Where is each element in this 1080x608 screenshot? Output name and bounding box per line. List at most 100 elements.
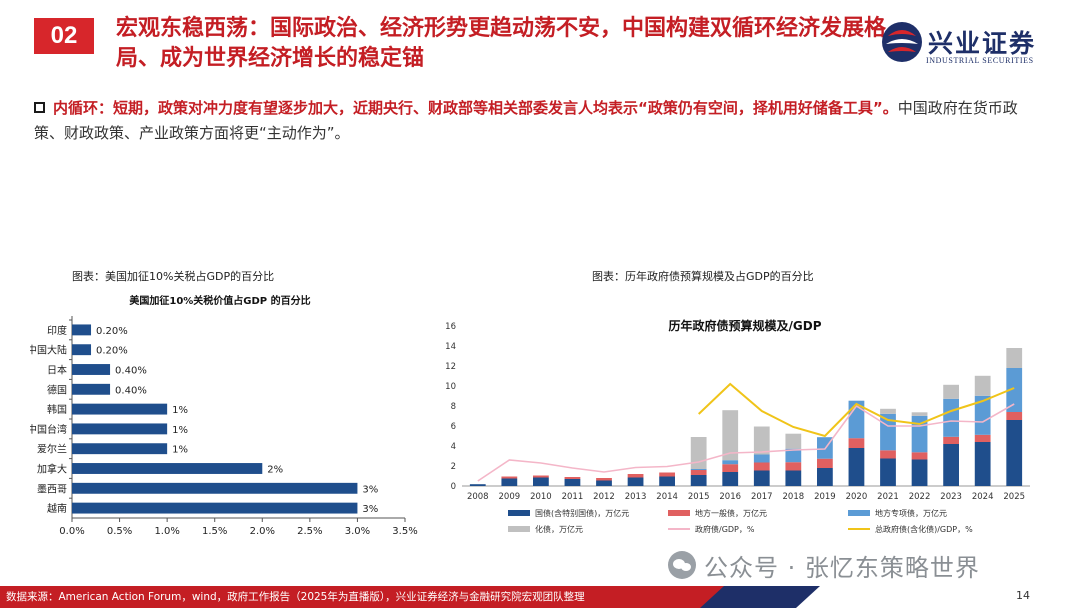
right-stacked-bar-segment [469,484,486,486]
data-source: 数据来源：American Action Forum，wind，政府工作报告（2… [6,591,585,603]
right-stacked-bar-segment [880,458,896,486]
right-stacked-bar-segment [943,444,959,486]
right-stacked-bar-segment [627,474,644,478]
left-bar-value-label: 0.40% [115,385,147,396]
right-stacked-bar-segment [974,375,991,396]
tariff-gdp-bar-chart: 美国加征10%关税价值占GDP 的百分比 0.0% 0.5% 1.0% 1.5% 2.0%… [30,294,418,537]
right-stacked-bar-segment [785,462,802,471]
left-bar [72,324,92,336]
right-stacked-bar-segment [974,395,991,435]
footer-red-bar [0,586,750,608]
watermark-text: 公众号 · 张忆东策略世界 [704,553,980,582]
right-stacked-bar-segment [785,470,802,486]
right-stacked-bar-segment [753,426,770,455]
left-bar [72,344,92,356]
right-series-line [698,382,1015,438]
right-x-tick-label: 2018 [783,492,805,502]
left-bar [72,383,111,395]
right-stacked-bar-segment [722,472,739,486]
right-y-tick-label: 6 [451,422,456,432]
right-x-tick-label: 2011 [562,492,584,502]
right-stacked-bar-segment [848,438,865,448]
logo-text: 兴业证券 [928,29,1037,58]
right-stacked-bar-segment [564,479,581,486]
left-x-tick-label: 1.5% [202,526,227,537]
right-x-tick-label: 2008 [467,492,489,502]
right-x-tick-label: 2023 [940,492,962,502]
right-x-tick-label: 2014 [656,492,678,502]
left-x-tick-label: 3.5% [392,526,417,537]
bullet-strong-text: 内循环：短期，政策对冲力度有望逐步加大，近期央行、财政部等相关部委发言人均表示“… [53,99,898,117]
left-bar-value-label: 2% [267,465,283,476]
left-category-label: 印度 [47,324,67,337]
right-legend-label: 地方专项债，万亿元 [875,508,947,518]
right-y-tick-label: 12 [445,362,456,372]
right-stacked-bar-segment [880,408,896,414]
right-legend-label: 总政府债(含化债)/GDP，% [875,524,973,534]
right-stacked-bar-segment [785,448,802,463]
right-legend-swatch [848,510,870,516]
right-stacked-bar-segment [533,475,549,478]
right-x-tick-label: 2021 [877,492,899,502]
slide-title: 宏观东稳西荡：国际政治、经济形势更趋动荡不安，中国构建双循环经济发展格局、成为世… [116,16,887,71]
right-y-tick-label: 8 [451,402,456,412]
wechat-watermark: 公众号 · 张忆东策略世界 [668,548,980,582]
right-stacked-bar-segment [596,478,612,481]
right-y-tick-label: 4 [451,442,456,452]
left-category-label: 中国大陆 [30,344,67,357]
right-chart-caption: 图表：历年政府债预算规模及占GDP的百分比 [592,270,814,283]
left-bar-value-label: 3% [362,484,378,495]
right-stacked-bar-segment [974,434,991,442]
right-legend-label: 地方一般债，万亿元 [695,508,767,518]
right-stacked-bar-segment [753,470,770,486]
right-stacked-bar-segment [1006,412,1023,420]
left-chart-title: 美国加征10%关税价值占GDP 的百分比 [129,294,310,307]
right-stacked-bar-segment [690,469,707,470]
gov-bond-budget-chart: 历年政府债预算规模及/GDP 0 2 4 6 8 10 12 14 16 2008 2009 2010 2… [445,318,1030,534]
left-category-label: 爱尔兰 [37,443,67,456]
right-stacked-bar-segment [817,468,833,486]
right-x-tick-label: 2010 [530,492,552,502]
left-bar-value-label: 0.20% [96,326,128,337]
right-stacked-bar-segment [943,436,959,444]
right-series-line [477,403,1015,482]
left-bar [72,403,168,415]
square-bullet-icon [34,102,45,113]
right-stacked-bar-segment [817,458,833,468]
left-x-tick-label: 2.5% [297,526,322,537]
right-x-tick-label: 2013 [625,492,647,502]
left-category-label: 越南 [47,502,67,515]
right-stacked-bar-segment [943,398,959,437]
right-legend-swatch [508,526,530,532]
right-stacked-bar-segment [596,480,612,486]
right-stacked-bar-segment [911,412,928,416]
right-x-tick-label: 2020 [846,492,868,502]
left-category-label: 加拿大 [37,463,67,476]
right-x-tick-label: 2012 [593,492,615,502]
right-stacked-bar-segment [722,460,739,465]
right-legend-swatch [668,510,690,516]
right-x-tick-label: 2025 [1003,492,1025,502]
right-stacked-bar-segment [911,452,928,460]
right-stacked-bar-segment [690,475,707,486]
right-stacked-bar-segment [943,384,959,399]
right-x-tick-label: 2017 [751,492,773,502]
left-bar [72,443,168,455]
left-x-tick-label: 0.0% [59,526,84,537]
left-bar [72,423,168,435]
left-category-label: 墨西哥 [37,483,67,495]
right-stacked-bar-segment [690,470,707,475]
right-legend-label: 政府债/GDP，% [695,524,755,534]
right-stacked-bar-segment [1006,348,1023,368]
right-stacked-bar-segment [880,450,896,459]
left-bar-value-label: 0.40% [115,366,147,377]
left-bar-value-label: 1% [172,405,188,416]
right-x-tick-label: 2015 [688,492,710,502]
right-x-tick-label: 2016 [719,492,741,502]
left-x-tick-label: 1.0% [154,526,179,537]
right-y-tick-label: 2 [451,462,456,472]
page-number: 14 [1016,589,1030,602]
left-x-tick-label: 0.5% [107,526,132,537]
logo-emblem-icon [882,22,922,62]
left-category-label: 日本 [47,364,67,377]
